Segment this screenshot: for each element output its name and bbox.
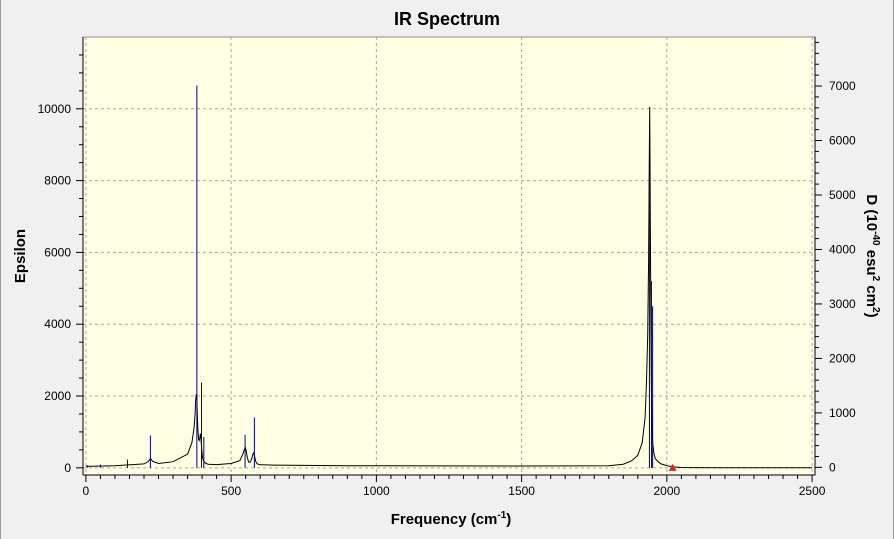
y2-title-part-1: D (10 — [863, 194, 880, 231]
grid-lines — [83, 37, 815, 475]
y2-tick-label: 7000 — [829, 79, 856, 93]
x-tick-label: 1000 — [363, 484, 390, 498]
y-tick-label: 0 — [64, 461, 71, 475]
y2-tick-label: 2000 — [829, 351, 856, 365]
y-tick-label: 8000 — [44, 174, 71, 188]
y2-tick-label: 4000 — [829, 242, 856, 256]
x-tick-label: 0 — [83, 484, 90, 498]
x-tick-label: 500 — [221, 484, 241, 498]
x-tick-label: 2000 — [654, 484, 681, 498]
y2-title-part-6: 2 — [870, 307, 881, 313]
y2-title-part-3: esu — [863, 246, 880, 276]
y2-title-part-4: 2 — [870, 276, 881, 282]
y-axis-title: Epsilon — [12, 229, 29, 283]
y2-title-part-2: -40 — [870, 231, 881, 246]
y-tick-label: 4000 — [44, 317, 71, 331]
x-tick-label: 1500 — [508, 484, 535, 498]
y2-title-part-5: cm — [863, 281, 880, 307]
y-tick-label: 10000 — [38, 102, 72, 116]
y-tick-label: 2000 — [44, 389, 71, 403]
x-tick-label: 2500 — [799, 484, 826, 498]
y2-tick-label: 0 — [829, 460, 836, 474]
y2-tick-label: 1000 — [829, 406, 856, 420]
x-axis-title-end: ) — [506, 511, 511, 528]
y2-axis-title: D (10-40 esu2 cm2) — [863, 194, 881, 317]
chart-title: IR Spectrum — [394, 9, 500, 29]
x-axis-title: Frequency (cm-1) — [391, 510, 512, 528]
y2-title-part-7: ) — [863, 313, 880, 318]
y2-tick-label: 3000 — [829, 297, 856, 311]
marker-layer — [668, 463, 677, 471]
triangle-marker — [668, 463, 677, 471]
y2-tick-label: 6000 — [829, 134, 856, 148]
plot-area — [82, 36, 816, 476]
y-tick-label: 6000 — [44, 245, 71, 259]
x-axis-title-sup: -1 — [497, 510, 506, 521]
axes-ticks: 0 500 1000 1500 2000 250002000400060008000100… — [38, 41, 856, 498]
stick-layer — [86, 85, 654, 468]
y2-tick-label: 5000 — [829, 188, 856, 202]
x-axis-title-main: Frequency (cm — [391, 511, 498, 528]
